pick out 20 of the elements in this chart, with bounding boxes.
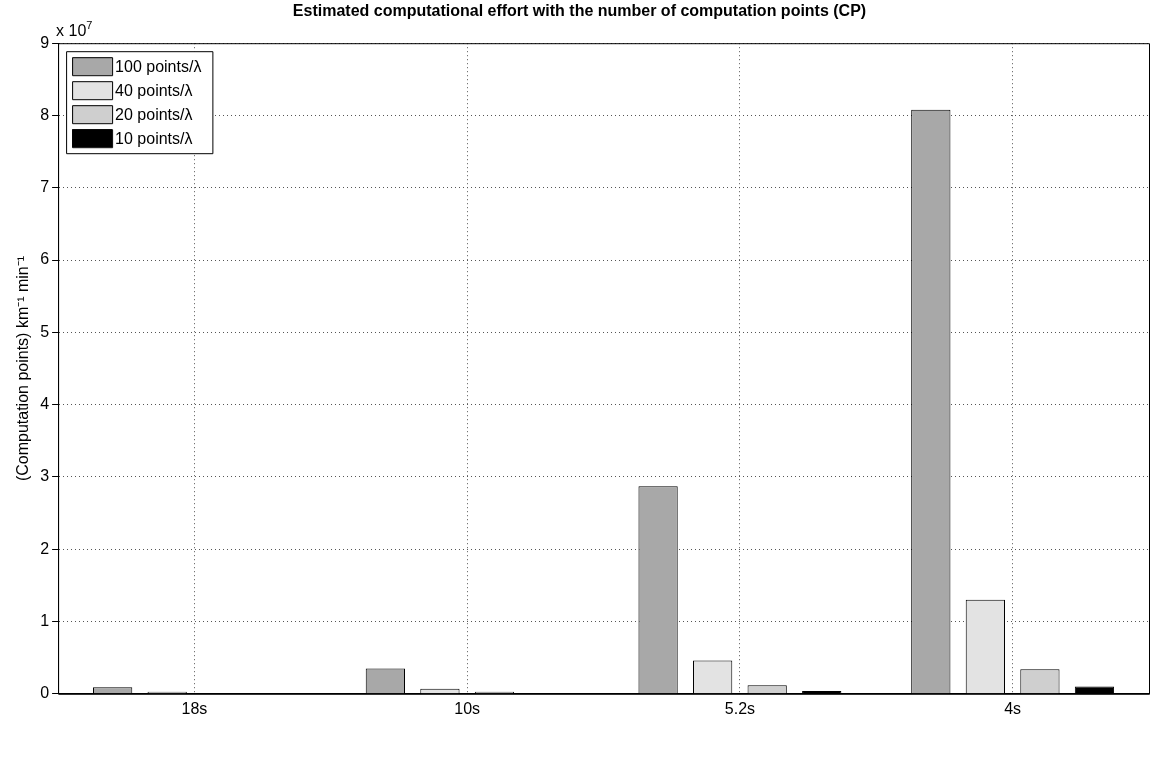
x-tick-label: 4s <box>1004 699 1022 717</box>
x-tick-label: 18s <box>181 699 208 717</box>
legend-label: 100 points/λ <box>115 57 202 75</box>
y-tick-label: 4 <box>40 395 50 413</box>
y-tick-label: 2 <box>40 539 50 557</box>
y-tick-label: 8 <box>40 105 50 123</box>
y-tick-label: 5 <box>40 322 50 340</box>
y-tick-label: 6 <box>40 250 50 268</box>
y-axis-title: (Computation points) km⁻¹ min⁻¹ <box>14 255 32 482</box>
x-tick-label: 10s <box>454 699 481 717</box>
y-tick-label: 0 <box>40 684 50 702</box>
chart-title: Estimated computational effort with the number of computation points (CP) <box>292 2 867 20</box>
x-tick-label: 5.2s <box>724 699 756 717</box>
legend-label: 40 points/λ <box>115 81 193 99</box>
y-tick-label: 3 <box>40 467 50 485</box>
y-tick-label: 9 <box>40 33 50 51</box>
legend-label: 10 points/λ <box>115 129 193 147</box>
legend-label: 20 points/λ <box>115 105 193 123</box>
y-tick-label: 7 <box>40 178 50 196</box>
y-tick-label: 1 <box>40 611 50 629</box>
